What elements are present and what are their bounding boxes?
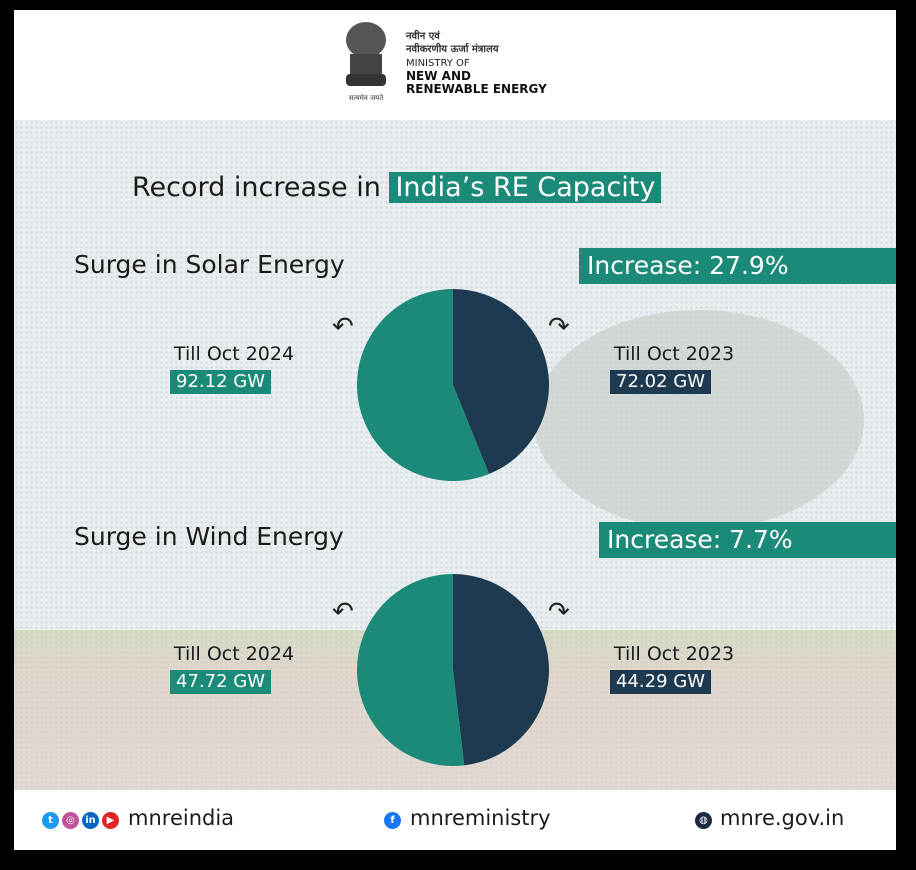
arrow-left-icon: ↶ (332, 312, 354, 342)
ministry-hindi-line1: नवीन एवं (406, 31, 440, 42)
slice-2023 (453, 289, 550, 474)
arrow-right-icon: ↷ (548, 312, 570, 342)
solar-2023-value: 72.02 GW (610, 370, 711, 394)
social-handle-link[interactable]: mnreindia (128, 806, 235, 830)
wind-2024-value: 47.72 GW (170, 670, 271, 694)
solar-2023-label: Till Oct 2023 (613, 343, 735, 365)
solar-2024-value: 92.12 GW (170, 370, 271, 394)
wind-2023-label: Till Oct 2023 (613, 643, 735, 665)
website-link[interactable]: mnre.gov.in (720, 806, 845, 830)
ministry-line2: NEW AND (406, 69, 471, 83)
slice-2023 (453, 574, 550, 766)
linkedin-icon[interactable]: in (82, 812, 99, 829)
infographic-card: सत्यमेव जयते नवीन एवं नवीकरणीय ऊर्जा मंत… (14, 10, 896, 850)
title-highlight: India’s RE Capacity (389, 172, 662, 203)
facebook-link[interactable]: mnreministry (410, 806, 551, 830)
solar-title: Surge in Solar Energy (74, 250, 345, 279)
wind-2024-label: Till Oct 2024 (173, 643, 295, 665)
header: सत्यमेव जयते नवीन एवं नवीकरणीय ऊर्जा मंत… (14, 10, 896, 120)
ministry-hindi-line2: नवीकरणीय ऊर्जा मंत्रालय (406, 44, 499, 55)
page-title: Record increase in India’s RE Capacity (132, 172, 662, 203)
arrow-left-icon: ↶ (332, 597, 354, 627)
tree-illustration (534, 310, 864, 530)
instagram-icon[interactable]: ◎ (62, 812, 79, 829)
title-prefix: Record increase in (132, 172, 381, 203)
wind-title: Surge in Wind Energy (74, 522, 344, 551)
slice-2024 (357, 574, 465, 766)
footer: t ◎ in ▶ mnreindia f mnreministry ◍ mnre… (14, 790, 896, 850)
facebook-icon[interactable]: f (384, 812, 401, 829)
wind-2023-value: 44.29 GW (610, 670, 711, 694)
wind-pie-chart (357, 574, 550, 766)
ministry-line3: RENEWABLE ENERGY (406, 82, 547, 96)
youtube-icon[interactable]: ▶ (102, 812, 119, 829)
national-emblem-icon: सत्यमेव जयते (346, 22, 386, 102)
ministry-line1: MINISTRY OF (406, 58, 470, 69)
slice-2024 (357, 289, 490, 481)
svg-text:सत्यमेव जयते: सत्यमेव जयते (349, 93, 384, 102)
globe-icon[interactable]: ◍ (695, 812, 712, 829)
solar-2024-label: Till Oct 2024 (173, 343, 295, 365)
solar-pie-chart (357, 289, 550, 481)
solar-increase-badge: Increase: 27.9% (579, 248, 896, 284)
arrow-right-icon: ↷ (548, 597, 570, 627)
twitter-icon[interactable]: t (42, 812, 59, 829)
wind-increase-badge: Increase: 7.7% (599, 522, 896, 558)
